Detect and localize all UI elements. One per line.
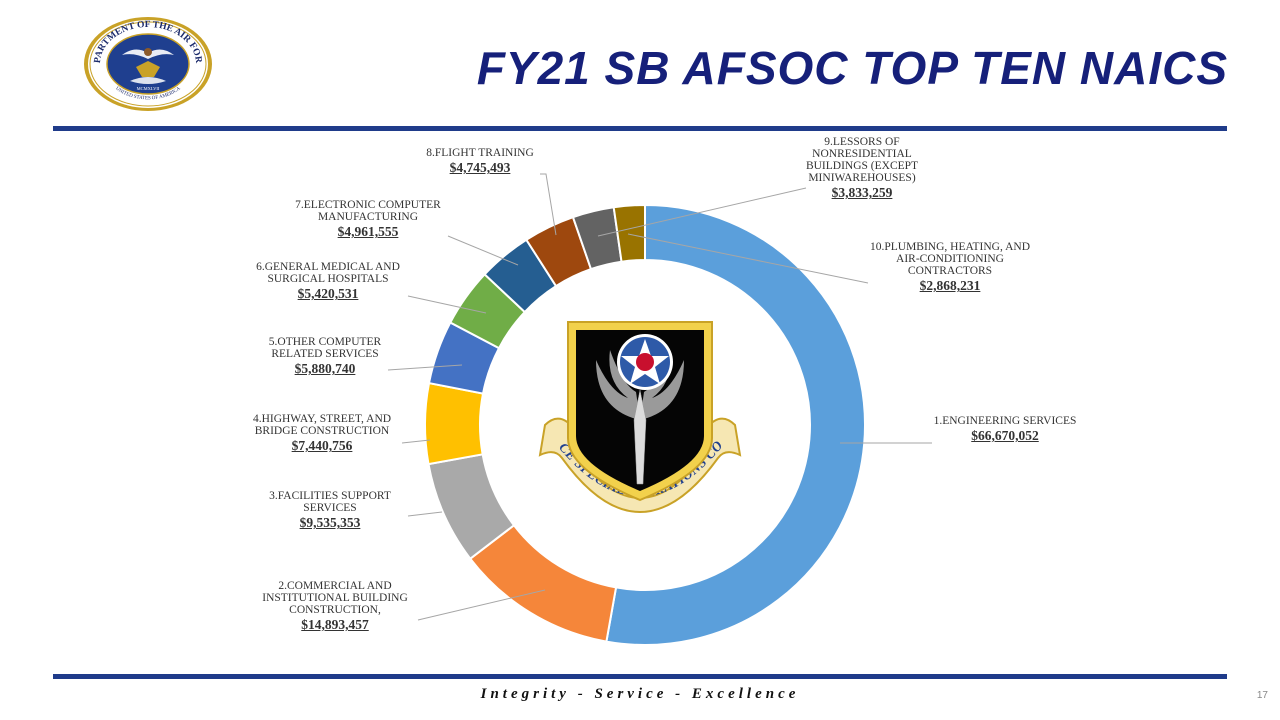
footer-motto: Integrity - Service - Excellence (480, 686, 800, 702)
donut-slice-10 (612, 203, 646, 263)
air-force-seal: DEPARTMENT OF THE AIR FORCE UNITED STATE… (82, 15, 212, 111)
leader-line-6 (407, 295, 487, 314)
data-label-name: 5.OTHER COMPUTER RELATED SERVICES (268, 336, 382, 360)
leader-line-4 (401, 439, 431, 444)
data-label-name: 7.ELECTRONIC COMPUTER MANUFACTURING (295, 199, 441, 223)
data-label-9: 9.LESSORS OF NONRESIDENTIAL BUILDINGS (E… (782, 136, 942, 201)
data-label-name: 10.PLUMBING, HEATING, AND AIR-CONDITIONI… (869, 241, 1031, 277)
data-label-10: 10.PLUMBING, HEATING, AND AIR-CONDITIONI… (865, 241, 1035, 294)
leader-line-3 (407, 511, 443, 517)
donut-slice-4 (424, 381, 485, 466)
data-label-value: $5,420,531 (297, 286, 359, 301)
data-label-name: 9.LESSORS OF NONRESIDENTIAL BUILDINGS (E… (805, 136, 919, 184)
slide-title: FY21 SB AFSOC TOP TEN NAICS (476, 42, 1228, 94)
data-label-name: 6.GENERAL MEDICAL AND SURGICAL HOSPITALS (256, 261, 400, 285)
leader-line-7 (447, 235, 519, 266)
seal-year: MCMXLVII (137, 86, 160, 91)
data-label-value: $66,670,052 (971, 428, 1039, 443)
data-label-name: 8.FLIGHT TRAINING (426, 147, 534, 159)
leader-line-2 (417, 589, 546, 621)
leader-line-9 (597, 187, 807, 237)
data-label-value: $3,833,259 (831, 185, 893, 200)
footer-rule (53, 674, 1227, 679)
leader-line-8 (540, 173, 557, 236)
data-label-name: 4.HIGHWAY, STREET, AND BRIDGE CONSTRUCTI… (252, 413, 392, 437)
data-label-value: $9,535,353 (299, 515, 361, 530)
page-number: 17 (1256, 690, 1268, 701)
donut-slice-1 (605, 203, 866, 646)
leader-line-10 (627, 233, 869, 284)
data-label-7: 7.ELECTRONIC COMPUTER MANUFACTURING $4,96… (283, 199, 453, 240)
data-label-value: $2,868,231 (919, 278, 981, 293)
data-label-6: 6.GENERAL MEDICAL AND SURGICAL HOSPITALS… (248, 261, 408, 302)
data-label-value: $4,961,555 (337, 224, 399, 239)
data-label-1: 1.ENGINEERING SERVICES $66,670,052 (915, 415, 1095, 444)
data-label-name: 1.ENGINEERING SERVICES (933, 415, 1077, 427)
data-label-name: 2.COMMERCIAL AND INSTITUTIONAL BUILDING … (262, 580, 408, 616)
data-label-3: 3.FACILITIES SUPPORT SERVICES $9,535,353 (250, 490, 410, 531)
data-label-value: $7,440,756 (291, 438, 353, 453)
header-rule (53, 126, 1227, 131)
data-label-value: $14,893,457 (301, 617, 369, 632)
data-label-5: 5.OTHER COMPUTER RELATED SERVICES $5,880,… (250, 336, 400, 377)
data-label-value: $5,880,740 (294, 361, 356, 376)
data-label-value: $4,745,493 (449, 160, 511, 175)
leader-line-5 (387, 364, 463, 371)
data-label-4: 4.HIGHWAY, STREET, AND BRIDGE CONSTRUCTI… (237, 413, 407, 454)
data-label-2: 2.COMMERCIAL AND INSTITUTIONAL BUILDING … (245, 580, 425, 633)
data-label-name: 3.FACILITIES SUPPORT SERVICES (269, 490, 391, 514)
data-label-8: 8.FLIGHT TRAINING $4,745,493 (405, 147, 555, 176)
